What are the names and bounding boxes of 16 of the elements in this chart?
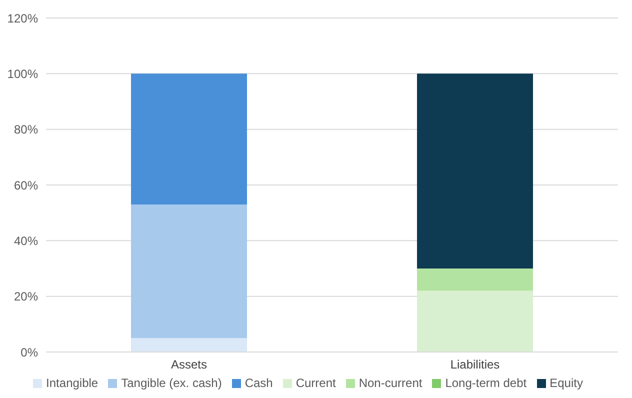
y-tick-label: 60% bbox=[14, 178, 38, 192]
x-tick-label: Liabilities bbox=[450, 358, 500, 372]
legend-label: Current bbox=[296, 376, 336, 390]
y-tick-label: 0% bbox=[20, 345, 38, 360]
legend-label: Equity bbox=[550, 376, 583, 390]
legend-label: Long-term debt bbox=[445, 376, 527, 390]
y-tick-label: 100% bbox=[7, 66, 38, 81]
y-tick-label: 40% bbox=[14, 234, 38, 248]
legend-label: Cash bbox=[244, 376, 273, 390]
legend-label: Tangible (ex. cash) bbox=[121, 376, 222, 390]
y-tick-label: 120% bbox=[7, 11, 38, 26]
legend-label: Non-current bbox=[358, 376, 422, 390]
x-tick-label: Assets bbox=[170, 358, 208, 372]
legend-label: Intangible bbox=[46, 376, 98, 390]
y-tick-label: 80% bbox=[14, 122, 38, 137]
y-tick-label: 20% bbox=[14, 290, 38, 304]
